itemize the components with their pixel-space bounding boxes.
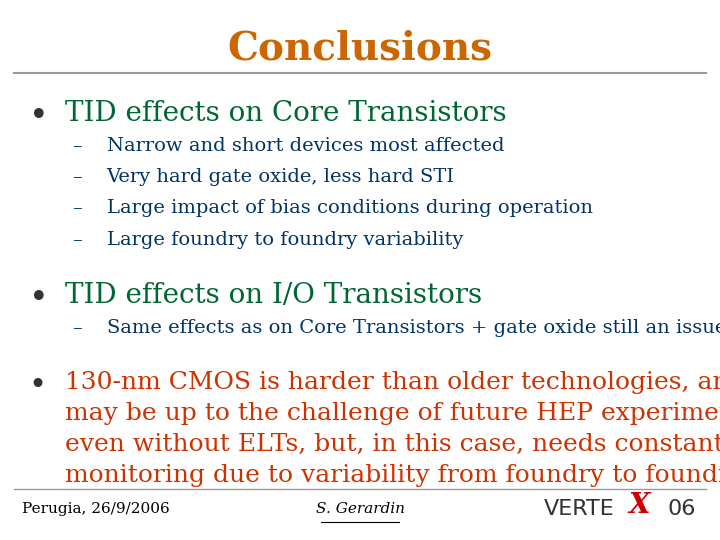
Text: Very hard gate oxide, less hard STI: Very hard gate oxide, less hard STI [107,168,454,186]
Text: TID effects on Core Transistors: TID effects on Core Transistors [65,100,506,127]
Text: X: X [629,492,650,519]
Text: –: – [72,168,82,186]
Text: Same effects as on Core Transistors + gate oxide still an issue: Same effects as on Core Transistors + ga… [107,319,720,337]
Text: •: • [29,371,47,400]
Text: S. Gerardin: S. Gerardin [315,502,405,516]
Text: Conclusions: Conclusions [228,30,492,68]
Text: 130-nm CMOS is harder than older technologies, and
may be up to the challenge of: 130-nm CMOS is harder than older technol… [65,371,720,487]
Text: Perugia, 26/9/2006: Perugia, 26/9/2006 [22,502,169,516]
Text: 06: 06 [667,498,696,519]
Text: –: – [72,199,82,217]
Text: •: • [29,100,48,133]
Text: –: – [72,231,82,248]
Text: –: – [72,137,82,154]
Text: –: – [72,319,82,337]
Text: VERTE: VERTE [544,498,614,519]
Text: •: • [29,282,48,315]
Text: Large foundry to foundry variability: Large foundry to foundry variability [107,231,463,248]
Text: TID effects on I/O Transistors: TID effects on I/O Transistors [65,282,482,309]
Text: Large impact of bias conditions during operation: Large impact of bias conditions during o… [107,199,593,217]
Text: Narrow and short devices most affected: Narrow and short devices most affected [107,137,504,154]
